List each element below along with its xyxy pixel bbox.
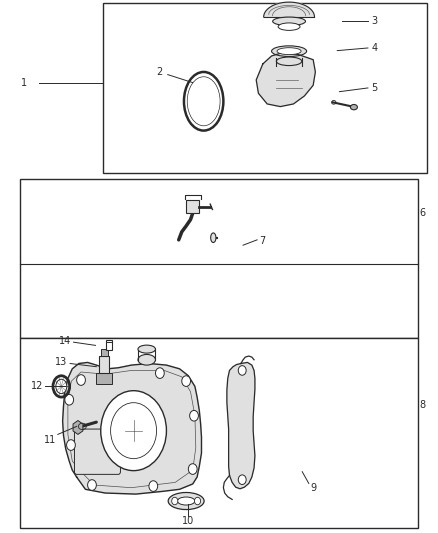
Circle shape xyxy=(101,391,166,471)
Ellipse shape xyxy=(56,379,67,393)
Text: 12: 12 xyxy=(31,382,43,391)
Polygon shape xyxy=(256,53,315,107)
Ellipse shape xyxy=(177,497,195,505)
Circle shape xyxy=(194,497,201,505)
Circle shape xyxy=(149,481,158,491)
Bar xyxy=(106,340,112,350)
Circle shape xyxy=(172,497,178,505)
Ellipse shape xyxy=(168,492,204,510)
Ellipse shape xyxy=(272,17,306,26)
Text: 5: 5 xyxy=(371,83,378,93)
Circle shape xyxy=(155,368,164,378)
Circle shape xyxy=(238,475,246,484)
Text: 6: 6 xyxy=(420,208,426,218)
Ellipse shape xyxy=(138,354,155,365)
Circle shape xyxy=(188,464,197,474)
Text: 7: 7 xyxy=(260,236,266,246)
Bar xyxy=(186,200,199,213)
Polygon shape xyxy=(264,2,314,17)
Circle shape xyxy=(190,410,198,421)
Bar xyxy=(20,338,418,528)
Text: 14: 14 xyxy=(59,336,71,346)
Text: 9: 9 xyxy=(310,483,316,492)
Text: 8: 8 xyxy=(420,400,426,410)
Bar xyxy=(96,373,112,384)
Text: 3: 3 xyxy=(371,17,378,26)
Text: 2: 2 xyxy=(157,67,163,77)
Bar xyxy=(99,356,110,373)
Ellipse shape xyxy=(138,345,155,353)
Polygon shape xyxy=(63,362,201,494)
Ellipse shape xyxy=(277,48,301,55)
Circle shape xyxy=(77,375,85,385)
Circle shape xyxy=(67,440,75,450)
Circle shape xyxy=(65,394,74,405)
FancyBboxPatch shape xyxy=(74,429,120,474)
Text: 11: 11 xyxy=(44,435,57,445)
Circle shape xyxy=(110,403,157,458)
Text: 1: 1 xyxy=(21,78,27,87)
Ellipse shape xyxy=(350,104,357,110)
Circle shape xyxy=(101,368,110,378)
Bar xyxy=(103,3,427,173)
Ellipse shape xyxy=(211,233,216,243)
Circle shape xyxy=(88,480,96,490)
Text: 10: 10 xyxy=(182,516,194,526)
Ellipse shape xyxy=(272,46,307,56)
Text: 4: 4 xyxy=(371,43,378,53)
Polygon shape xyxy=(227,362,255,489)
Bar xyxy=(20,179,418,338)
Ellipse shape xyxy=(276,57,302,66)
Text: 13: 13 xyxy=(55,358,67,367)
Bar xyxy=(101,349,108,356)
Circle shape xyxy=(182,376,191,386)
Circle shape xyxy=(238,366,246,375)
Ellipse shape xyxy=(278,23,300,30)
